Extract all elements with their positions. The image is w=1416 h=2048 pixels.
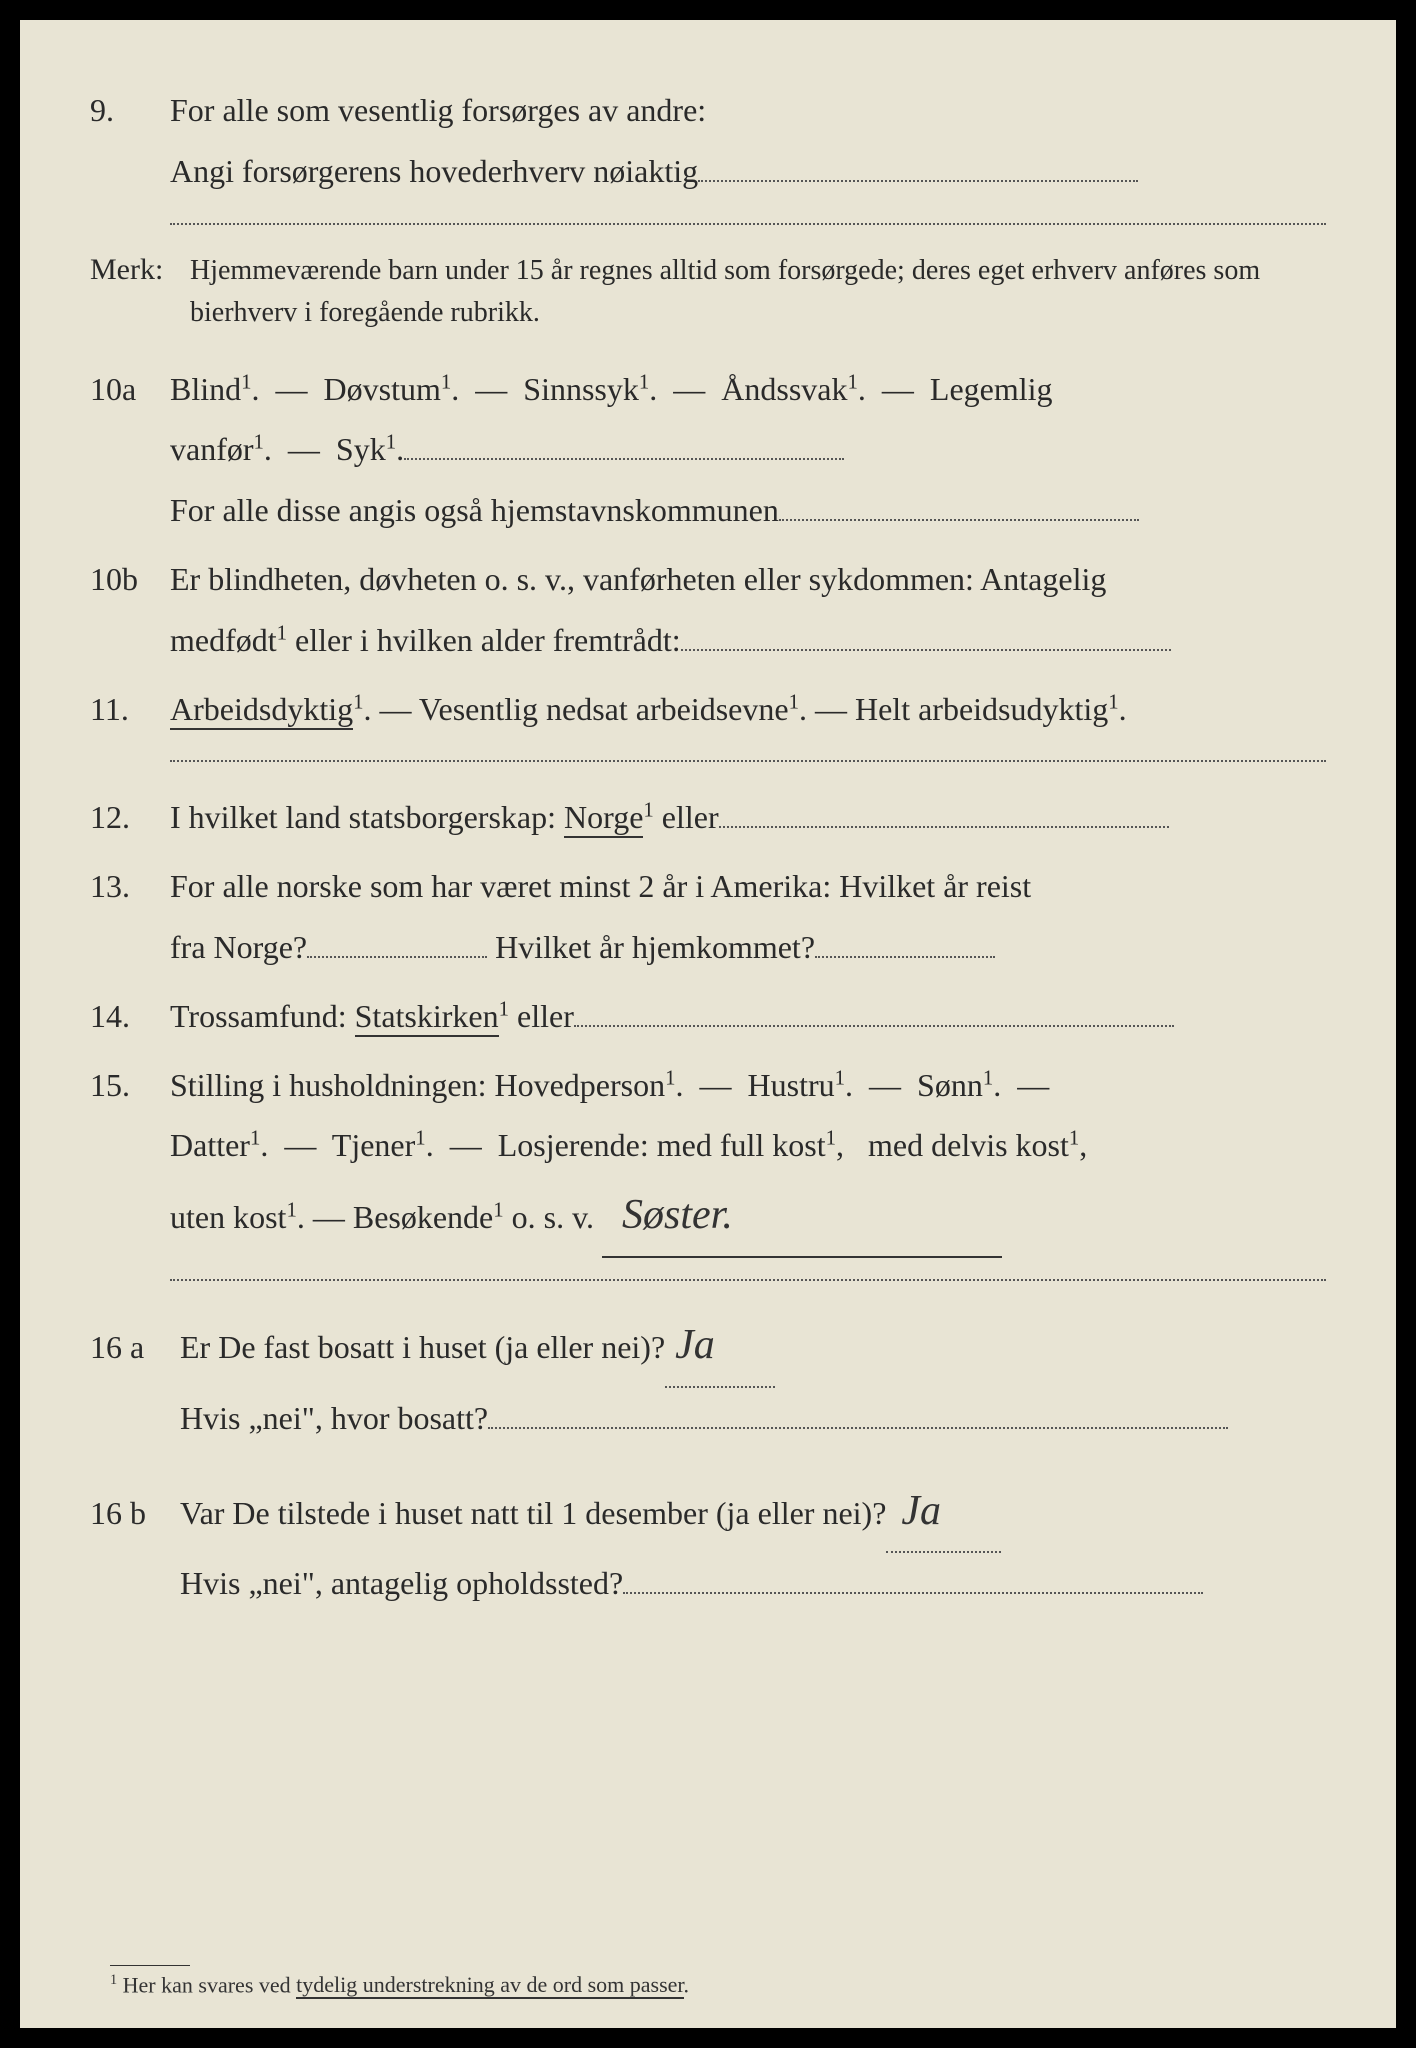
q14-after: eller <box>509 998 574 1034</box>
fill-line <box>698 180 1138 182</box>
question-15: 15. Stilling i husholdningen: Hovedperso… <box>90 1055 1326 1258</box>
q15-hovedperson: Stilling i husholdningen: Hovedperson <box>170 1067 665 1103</box>
divider <box>170 1278 1326 1281</box>
q16a-line2: Hvis „nei", hvor bosatt? <box>180 1400 488 1436</box>
q16a-line1: Er De fast bosatt i huset (ja eller nei)… <box>180 1329 665 1365</box>
fill-line <box>404 458 844 460</box>
footnote-bar <box>110 1965 190 1966</box>
document-page: 9. For alle som vesentlig forsørges av a… <box>20 20 1396 2028</box>
fill-line <box>815 956 995 958</box>
fill-line <box>307 956 487 958</box>
q16b-line2: Hvis „nei", antagelig opholdssted? <box>180 1565 623 1601</box>
opt-delvis: med delvis kost <box>868 1127 1069 1163</box>
question-10b: 10b Er blindheten, døvheten o. s. v., va… <box>90 549 1326 671</box>
opt-losjerende: Losjerende: med full kost <box>498 1127 826 1163</box>
q14-number: 14. <box>90 998 170 1035</box>
q14-before: Trossamfund: <box>170 998 355 1034</box>
q10a-number: 10a <box>90 371 170 408</box>
q16b-fill: Ja <box>886 1472 1001 1554</box>
fill-line <box>681 649 1171 651</box>
q12-content: I hvilket land statsborgerskap: Norge1 e… <box>170 787 1326 848</box>
q15-content: Stilling i husholdningen: Hovedperson1. … <box>170 1055 1326 1258</box>
question-9: 9. For alle som vesentlig forsørges av a… <box>90 80 1326 202</box>
opt-dovstum: Døvstum <box>324 371 441 407</box>
q12-number: 12. <box>90 799 170 836</box>
q15-fill: Søster. <box>602 1176 1002 1258</box>
q14-statskirken: Statskirken <box>355 998 499 1037</box>
q16b-line1: Var De tilstede i huset natt til 1 desem… <box>180 1495 886 1531</box>
opt-syk: Syk <box>336 431 386 467</box>
q9-number: 9. <box>90 92 170 129</box>
q13-number: 13. <box>90 868 170 905</box>
opt-nedsat: Vesentlig nedsat arbeidsevne <box>419 691 789 727</box>
q15-osv: o. s. v. <box>504 1199 594 1235</box>
q12-before: I hvilket land statsborgerskap: <box>170 799 564 835</box>
opt-andssvak: Åndssvak <box>721 371 847 407</box>
q12-norge: Norge <box>564 799 643 838</box>
divider <box>170 222 1326 225</box>
q11-content: Arbeidsdyktig1. — Vesentlig nedsat arbei… <box>170 679 1326 740</box>
opt-sinnssyk: Sinnssyk <box>523 371 639 407</box>
q13-line2b: Hvilket år hjemkommet? <box>495 929 815 965</box>
fill-line <box>719 826 1169 828</box>
q15-number: 15. <box>90 1067 170 1104</box>
opt-tjener: Tjener <box>332 1127 416 1163</box>
opt-blind: Blind <box>170 371 241 407</box>
question-16a: 16 a Er De fast bosatt i huset (ja eller… <box>90 1306 1326 1449</box>
q13-line2a: fra Norge? <box>170 929 307 965</box>
opt-vanfor: vanfør <box>170 431 254 467</box>
question-16b: 16 b Var De tilstede i huset natt til 1 … <box>90 1472 1326 1615</box>
question-13: 13. For alle norske som har været minst … <box>90 856 1326 978</box>
question-11: 11. Arbeidsdyktig1. — Vesentlig nedsat a… <box>90 679 1326 740</box>
opt-udyktig: Helt arbeidsudyktig <box>855 691 1108 727</box>
footnote-before: Her kan svares ved <box>123 1972 297 1997</box>
divider <box>170 759 1326 762</box>
q14-content: Trossamfund: Statskirken1 eller <box>170 986 1326 1047</box>
opt-legemlig: Legemlig <box>930 371 1053 407</box>
merk-text: Hjemmeværende barn under 15 år regnes al… <box>190 250 1326 334</box>
merk-label: Merk: <box>90 253 190 287</box>
q10b-number: 10b <box>90 561 170 598</box>
opt-hustru: Hustru <box>748 1067 835 1103</box>
opt-datter: Datter <box>170 1127 250 1163</box>
q13-content: For alle norske som har været minst 2 år… <box>170 856 1326 978</box>
merk-note: Merk: Hjemmeværende barn under 15 år reg… <box>90 250 1326 334</box>
question-14: 14. Trossamfund: Statskirken1 eller <box>90 986 1326 1047</box>
handwritten-ja-2: Ja <box>901 1488 941 1534</box>
q13-line1: For alle norske som har været minst 2 år… <box>170 868 1031 904</box>
footnote-num: 1 <box>110 1972 117 1988</box>
q16a-content: Er De fast bosatt i huset (ja eller nei)… <box>180 1306 1326 1449</box>
q9-content: For alle som vesentlig forsørges av andr… <box>170 80 1326 202</box>
q9-line2: Angi forsørgerens hovederhverv nøiaktig <box>170 153 698 189</box>
q9-line1: For alle som vesentlig forsørges av andr… <box>170 92 706 128</box>
opt-arbeidsdyktig: Arbeidsdyktig <box>170 691 353 730</box>
opt-besokende: Besøkende <box>353 1199 493 1235</box>
q12-after: eller <box>654 799 719 835</box>
q11-number: 11. <box>90 691 170 728</box>
q16b-number: 16 b <box>90 1495 180 1532</box>
opt-uten: uten kost <box>170 1199 286 1235</box>
opt-sonn: Sønn <box>917 1067 983 1103</box>
footnote-underlined: tydelig understrekning av de ord som pas… <box>296 1972 683 1999</box>
q16a-number: 16 a <box>90 1329 180 1366</box>
q16a-fill: Ja <box>665 1306 775 1388</box>
q10a-line2: For alle disse angis også hjemstavnskomm… <box>170 492 779 528</box>
handwritten-soster: Søster. <box>622 1192 733 1238</box>
fill-line <box>779 519 1139 521</box>
handwritten-ja-1: Ja <box>675 1322 715 1368</box>
footnote: 1 Her kan svares ved tydelig understrekn… <box>110 1965 689 1998</box>
q10b-content: Er blindheten, døvheten o. s. v., vanfør… <box>170 549 1326 671</box>
q10a-content: Blind1. — Døvstum1. — Sinnssyk1. — Åndss… <box>170 359 1326 541</box>
q16b-content: Var De tilstede i huset natt til 1 desem… <box>180 1472 1326 1615</box>
fill-line <box>488 1427 1228 1429</box>
question-10a: 10a Blind1. — Døvstum1. — Sinnssyk1. — Å… <box>90 359 1326 541</box>
fill-line <box>623 1592 1203 1594</box>
fill-line <box>574 1025 1174 1027</box>
question-12: 12. I hvilket land statsborgerskap: Norg… <box>90 787 1326 848</box>
